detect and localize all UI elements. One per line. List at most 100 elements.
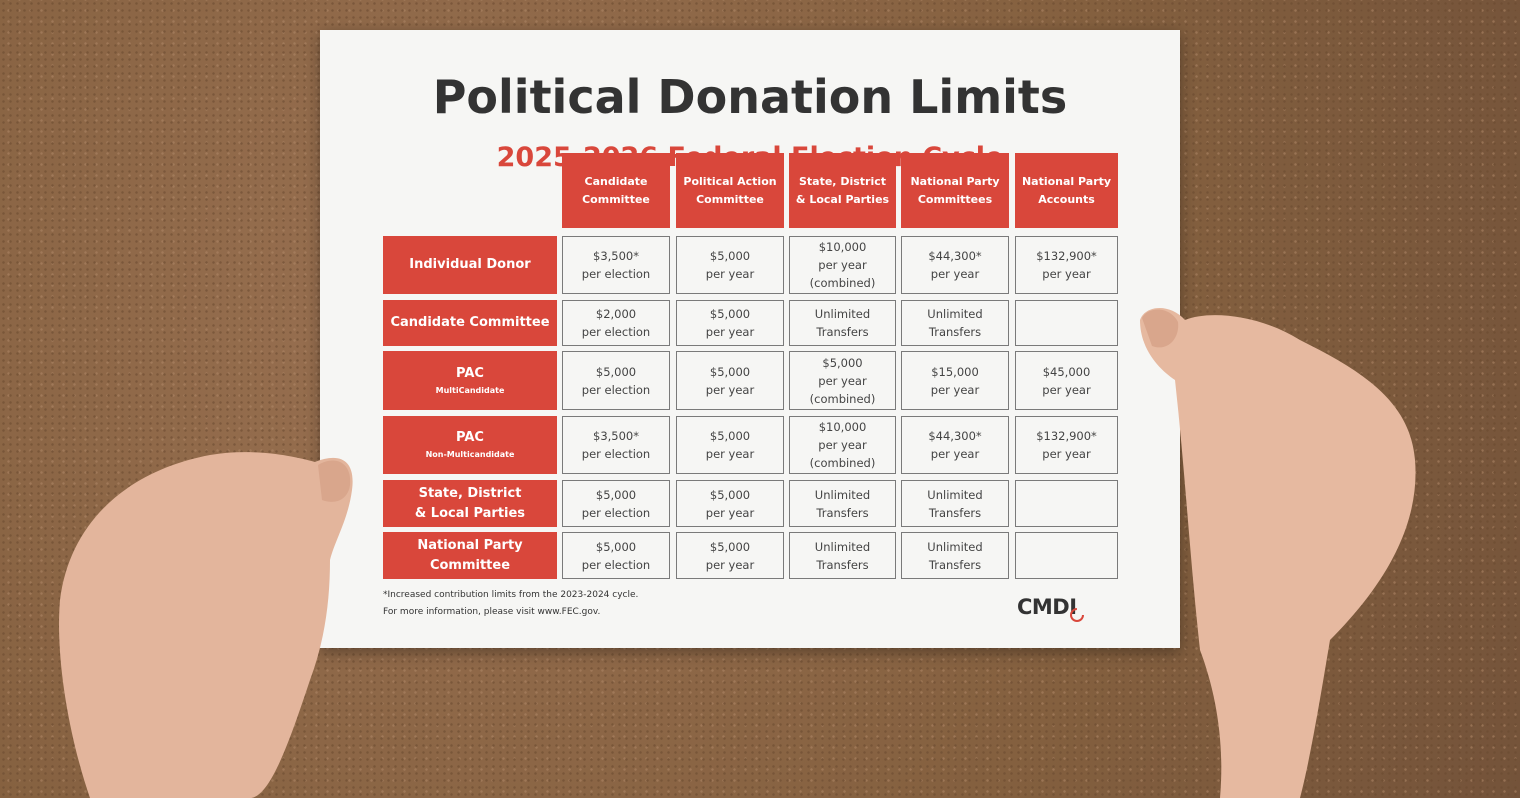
- cell-line: per year: [818, 258, 867, 272]
- cell-line: $3,500*: [593, 429, 639, 443]
- table-cell: $10,000 per year (combined): [789, 416, 896, 474]
- row-label-line: Committee: [429, 557, 511, 573]
- row-header: State, District & Local Parties: [383, 480, 557, 527]
- table-cell: [1015, 300, 1118, 346]
- cell-line: Transfers: [816, 325, 869, 339]
- table-cell: $3,500* per election: [562, 416, 670, 474]
- row-label-line: PAC: [456, 430, 484, 445]
- paper: Political Donation Limits 2025-2026 Fede…: [320, 30, 1180, 648]
- cell-line: per year: [705, 447, 755, 461]
- table-cell: [1015, 480, 1118, 527]
- logo-mark: [1070, 608, 1084, 622]
- cell-line: per year: [1042, 382, 1091, 397]
- cell-line: $5,000: [709, 364, 751, 379]
- table-cell: $5,000 per year: [676, 351, 784, 410]
- cell-line: Transfers: [816, 557, 869, 572]
- cell-line: per year: [705, 557, 755, 572]
- cell-line: per year: [705, 382, 755, 397]
- cell-line: $44,300*: [928, 249, 982, 263]
- row-header: National Party Committee: [383, 532, 557, 579]
- column-header: National Party Committees: [901, 153, 1009, 228]
- header-line: Committee: [582, 192, 650, 206]
- cell-line: $132,900*: [1036, 429, 1097, 443]
- cell-line: per year: [818, 373, 867, 388]
- cell-line: Transfers: [816, 505, 869, 520]
- row-label-line: National Party: [417, 537, 523, 553]
- table-cell: Unlimited Transfers: [789, 300, 896, 346]
- cell-line: Unlimited: [927, 487, 983, 502]
- cell-line: per year: [1042, 447, 1091, 461]
- table-cell: $132,900* per year: [1015, 416, 1118, 474]
- table-cell: $44,300* per year: [901, 236, 1009, 294]
- row-label-line: Individual Donor: [409, 257, 531, 272]
- table-cell: $5,000 per election: [562, 351, 670, 410]
- cell-line: per election: [581, 557, 651, 572]
- cell-line: $5,000: [709, 539, 751, 554]
- cell-line: $45,000: [1042, 364, 1091, 379]
- logo: CMDI: [1017, 595, 1084, 622]
- cell-line: Unlimited: [927, 307, 983, 321]
- cell-line: per election: [581, 382, 651, 397]
- cell-line: $5,000: [595, 364, 637, 379]
- header-line: State, District: [798, 174, 886, 188]
- cell-line: Unlimited: [814, 487, 871, 502]
- cell-line: per election: [581, 505, 651, 520]
- table-cell: Unlimited Transfers: [789, 532, 896, 579]
- logo-text: CMDI: [1017, 595, 1077, 619]
- row-label-line: & Local Parties: [414, 505, 526, 521]
- table-cell: $45,000 per year: [1015, 351, 1118, 410]
- cell-line: $5,000: [709, 487, 751, 502]
- row-sublabel: MultiCandidate: [435, 385, 505, 395]
- header-line: Committee: [696, 192, 764, 206]
- cell-line: $44,300*: [928, 429, 982, 443]
- cell-line: per year: [705, 267, 755, 281]
- table-cell: $2,000 per election: [562, 300, 670, 346]
- left-hand: [59, 452, 353, 798]
- cell-line: per year: [1042, 267, 1091, 281]
- cell-line: $132,900*: [1036, 249, 1097, 263]
- table-cell: $132,900* per year: [1015, 236, 1118, 294]
- cell-line: per year: [930, 447, 980, 461]
- right-hand: [1140, 307, 1416, 798]
- cell-line: $5,000: [595, 539, 637, 554]
- table-cell: Unlimited Transfers: [901, 480, 1009, 527]
- cell-line: Unlimited: [814, 539, 871, 554]
- cell-line: $5,000: [709, 249, 751, 263]
- cell-line: Transfers: [928, 505, 982, 520]
- table-cell: $5,000 per election: [562, 480, 670, 527]
- table-cell: $44,300* per year: [901, 416, 1009, 474]
- table-cell: $5,000 per year: [676, 300, 784, 346]
- table-cell: $5,000 per year: [676, 416, 784, 474]
- table-cell: $10,000 per year (combined): [789, 236, 896, 294]
- table-cell: $5,000 per year: [676, 480, 784, 527]
- column-header: Candidate Committee: [562, 153, 670, 228]
- row-header: Individual Donor: [383, 236, 557, 294]
- cell-line: per year: [930, 382, 980, 397]
- cell-line: $5,000: [822, 355, 863, 370]
- footnote: For more information, please visit www.F…: [383, 607, 601, 617]
- table-cell: $5,000 per election: [562, 532, 670, 579]
- row-sublabel: Non-Multicandidate: [425, 450, 515, 459]
- row-label-line: State, District: [418, 485, 522, 501]
- cell-line: per election: [581, 325, 651, 339]
- cell-line: (combined): [809, 391, 876, 406]
- column-header: National Party Accounts: [1015, 153, 1118, 228]
- column-header: State, District & Local Parties: [789, 153, 896, 228]
- cell-line: $5,000: [709, 429, 751, 443]
- cell-line: per year: [705, 505, 755, 520]
- cell-line: Transfers: [928, 557, 982, 572]
- cell-line: $10,000: [818, 240, 867, 254]
- cell-line: $10,000: [818, 420, 867, 434]
- cell-line: (combined): [809, 456, 876, 470]
- cell-line: $2,000: [595, 307, 637, 321]
- table-cell: $3,500* per election: [562, 236, 670, 294]
- cell-line: $3,500*: [593, 249, 639, 263]
- left-thumbnail: [318, 460, 351, 502]
- header-line: Candidate: [584, 174, 648, 188]
- row-label-line: Candidate Committee: [390, 315, 550, 330]
- row-header: PAC Non-Multicandidate: [383, 416, 557, 474]
- cell-line: $15,000: [931, 364, 979, 379]
- table-cell: $15,000 per year: [901, 351, 1009, 410]
- cell-line: (combined): [809, 276, 876, 290]
